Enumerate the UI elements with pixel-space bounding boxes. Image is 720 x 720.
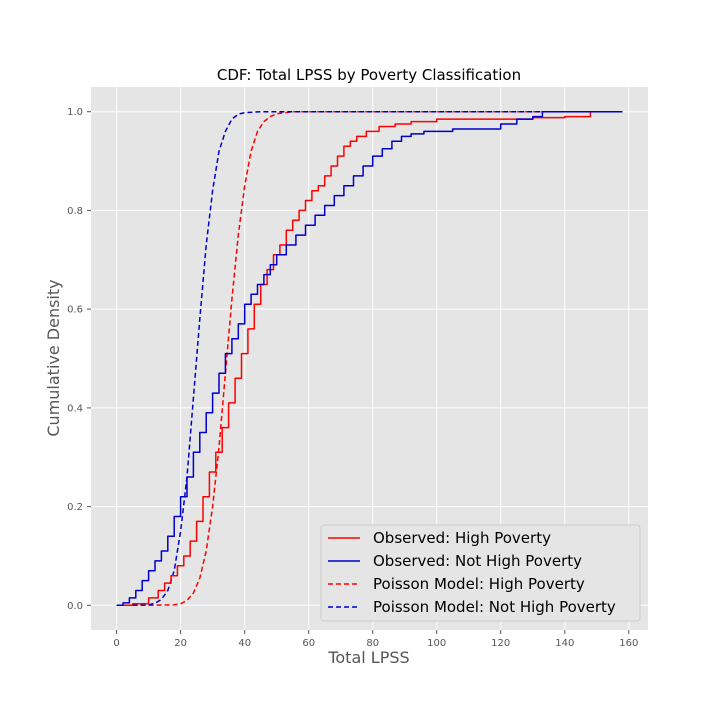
y-axis-label: Cumulative Density	[44, 279, 63, 436]
y-tick-label: 0.0	[67, 601, 83, 612]
x-tick-label: 0	[113, 638, 119, 649]
y-tick-label: 1.0	[67, 107, 83, 118]
legend-label-observed-high-poverty: Observed: High Poverty	[373, 529, 551, 547]
x-tick-label: 40	[238, 638, 251, 649]
axis-ticks: 0 20 40 60 80 100 120 140 160 0.0 0.2 0.4 0.6 0.8 1.0	[67, 107, 638, 649]
x-axis-label: Total LPSS	[327, 648, 409, 667]
legend-box	[320, 524, 641, 622]
y-tick-label: 0.8	[67, 206, 83, 217]
legend-label-poisson-high-poverty: Poisson Model: High Poverty	[373, 575, 585, 593]
x-tick-label: 160	[619, 638, 638, 649]
x-tick-label: 100	[427, 638, 446, 649]
series-layer	[116, 110, 623, 607]
legend-label-poisson-not-high-poverty: Poisson Model: Not High Poverty	[373, 598, 616, 616]
x-tick-label: 80	[366, 638, 379, 649]
x-tick-label: 120	[491, 638, 510, 649]
x-tick-label: 20	[174, 638, 187, 649]
series-line-observed-high-poverty	[116, 110, 623, 607]
y-tick-label: 0.2	[67, 502, 83, 513]
chart-title: CDF: Total LPSS by Poverty Classificatio…	[217, 66, 521, 84]
legend-label-observed-not-high-poverty: Observed: Not High Poverty	[373, 552, 582, 570]
series-line-poisson-model-high-poverty	[116, 110, 623, 607]
series-line-observed-not-high-poverty	[116, 110, 623, 607]
x-tick-label: 140	[555, 638, 574, 649]
x-tick-label: 60	[302, 638, 315, 649]
y-tick-label: 0.6	[67, 305, 83, 316]
series-line-poisson-model-not-high-poverty	[116, 110, 623, 607]
y-tick-label: 0.4	[67, 403, 83, 414]
legend: Observed: High Poverty Observed: Not Hig…	[320, 524, 641, 622]
